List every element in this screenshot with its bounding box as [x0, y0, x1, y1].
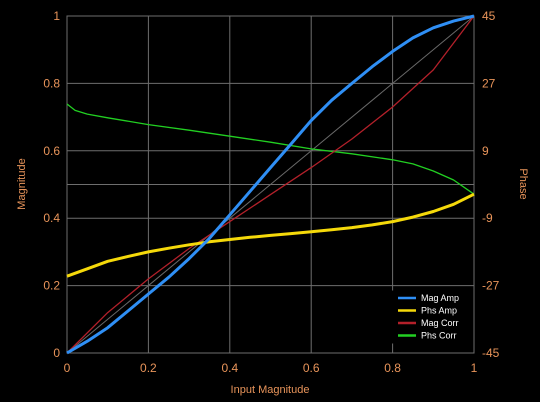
series-line-mag-amp	[66, 14, 475, 355]
y-right-tick-label: 9	[482, 144, 489, 158]
y-left-tick-label: 0	[53, 346, 60, 360]
x-tick-label: 0	[64, 361, 71, 375]
series-line-phs-corr	[66, 103, 475, 195]
series-layer	[66, 14, 475, 355]
y-right-tick-label: -45	[482, 346, 500, 360]
x-axis-title: Input Magnitude	[231, 384, 310, 396]
y-right-tick-label: 45	[482, 9, 496, 23]
x-tick-label: 0.8	[384, 361, 401, 375]
tick-labels: 0 0.2 0.4 0.6 0.8 1 0 0.2 0.4 0.6 0.8 1 -45 -27 -9 9 27 4…	[43, 9, 499, 375]
y-left-tick-label: 0.4	[43, 211, 60, 225]
x-tick-label: 0.2	[140, 361, 157, 375]
y-left-tick-label: 1	[53, 9, 60, 23]
legend: Mag Amp Phs Amp Mag Corr Phs Corr	[391, 290, 473, 344]
y-left-tick-label: 0.2	[43, 279, 60, 293]
legend-label: Phs Corr	[421, 331, 457, 341]
y-right-tick-label: -27	[482, 279, 500, 293]
y-left-tick-label: 0.8	[43, 76, 60, 90]
legend-label: Mag Amp	[421, 293, 459, 303]
legend-label: Phs Amp	[421, 306, 457, 316]
x-tick-label: 1	[471, 361, 478, 375]
series-line-phs-amp	[66, 192, 475, 278]
x-tick-label: 0.6	[303, 361, 320, 375]
y-right-tick-label: -9	[482, 211, 493, 225]
x-tick-label: 0.4	[221, 361, 238, 375]
legend-label: Mag Corr	[421, 318, 459, 328]
y-left-tick-label: 0.6	[43, 144, 60, 158]
y-axis-title-left: Magnitude	[16, 158, 28, 209]
grid	[66, 15, 475, 354]
series-line-mag-corr	[66, 15, 475, 354]
reference-line	[66, 15, 475, 354]
y-axis-title-right: Phase	[517, 168, 529, 199]
y-right-tick-label: 27	[482, 76, 496, 90]
